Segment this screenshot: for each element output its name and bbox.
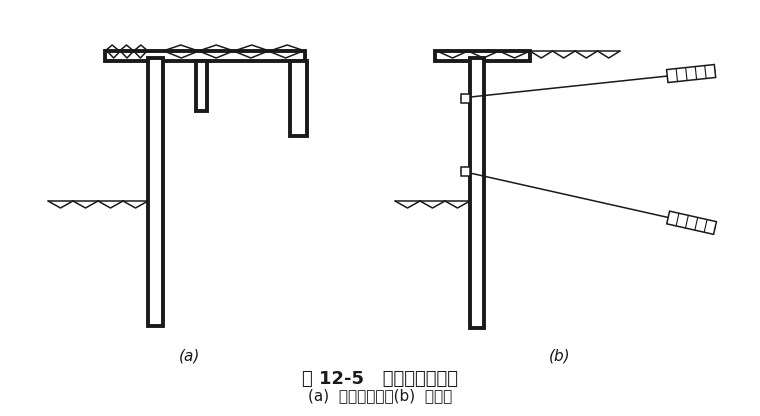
Text: (b): (b) (549, 349, 571, 364)
Bar (105, 51, 305, 61)
Bar (290, 61, 307, 136)
Bar (461, 166, 470, 176)
Bar (461, 94, 470, 102)
Text: (a)  地面拉锚式；(b)  锚杆式: (a) 地面拉锚式；(b) 锚杆式 (308, 389, 452, 404)
Polygon shape (667, 211, 717, 234)
Bar (148, 58, 163, 326)
Bar (470, 58, 484, 328)
Polygon shape (667, 64, 716, 82)
Bar (435, 51, 530, 61)
Text: (a): (a) (179, 349, 201, 364)
Text: 图 12-5   拉锚式支护结构: 图 12-5 拉锚式支护结构 (302, 370, 458, 388)
Bar (196, 61, 207, 111)
